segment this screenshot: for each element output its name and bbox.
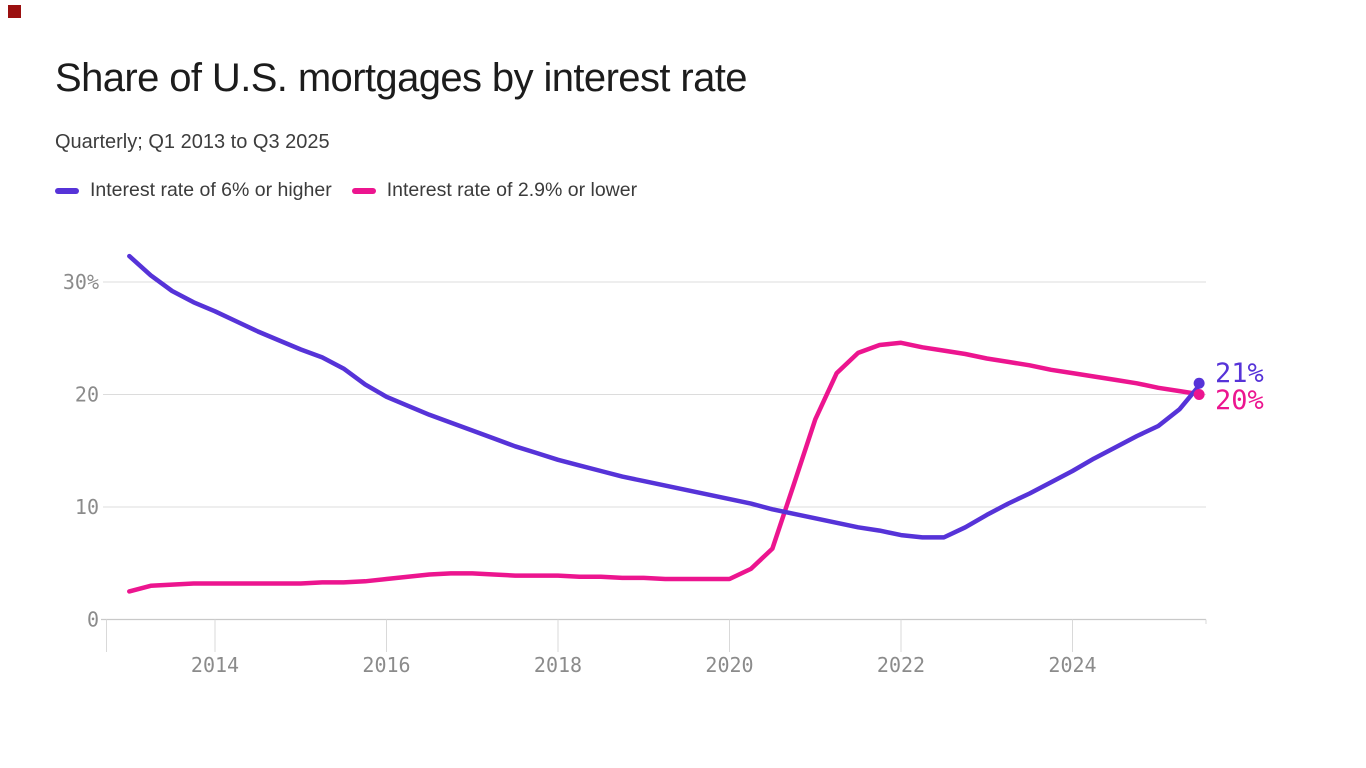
chart-title: Share of U.S. mortgages by interest rate bbox=[55, 56, 748, 100]
legend-item-rate-6-or-higher: Interest rate of 6% or higher bbox=[55, 179, 332, 202]
series-end-dot bbox=[1193, 389, 1205, 400]
x-tick-label: 2016 bbox=[362, 653, 410, 677]
legend-swatch-purple bbox=[55, 187, 79, 194]
x-tick-label: 2018 bbox=[534, 653, 582, 677]
series-end-dot bbox=[1193, 377, 1205, 389]
x-tick-label: 2022 bbox=[877, 653, 925, 677]
y-tick-label: 20 bbox=[75, 383, 99, 407]
legend-swatch-pink bbox=[351, 187, 376, 194]
series-line-2.9pct-or-lower bbox=[127, 340, 1204, 594]
chart-subtitle: Quarterly; Q1 2013 to Q3 2025 bbox=[55, 131, 330, 153]
logo-mark bbox=[8, 5, 21, 18]
series-end-label: 20% bbox=[1215, 385, 1264, 416]
legend-label: Interest rate of 6% or higher bbox=[90, 179, 332, 201]
x-tick-label: 2020 bbox=[705, 653, 753, 677]
x-tick-label: 2024 bbox=[1048, 653, 1096, 677]
x-tick-label: 2014 bbox=[191, 653, 239, 677]
series-end-label: 21% bbox=[1215, 358, 1264, 389]
series-line-6pct-or-higher bbox=[127, 253, 1204, 540]
legend: Interest rate of 6% or higher Interest r… bbox=[55, 179, 637, 202]
y-tick-label: 0 bbox=[87, 608, 99, 632]
legend-item-rate-2.9-or-lower: Interest rate of 2.9% or lower bbox=[351, 179, 638, 202]
y-tick-label: 10 bbox=[75, 495, 99, 519]
legend-label: Interest rate of 2.9% or lower bbox=[386, 179, 638, 201]
y-tick-label: 30% bbox=[63, 270, 99, 294]
